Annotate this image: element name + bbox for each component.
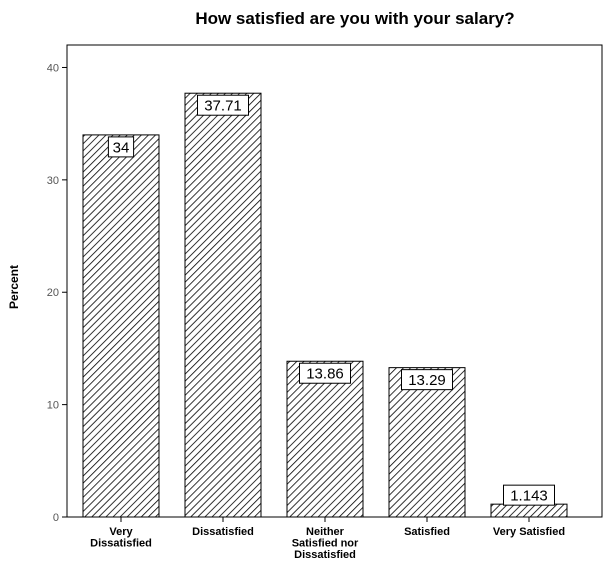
data-label: 34 <box>113 139 130 156</box>
bars-group: 34 37.71 13.86 13.29 1.143 <box>82 92 568 518</box>
y-tick-label: 30 <box>47 175 59 187</box>
data-label: 13.86 <box>306 366 344 383</box>
x-tick-label: Neither Satisfied nor Dissatisfied <box>292 526 359 561</box>
bar <box>388 367 466 518</box>
y-axis-label: Percent <box>7 265 21 309</box>
y-tick-label: 40 <box>47 62 59 74</box>
x-tick-label-line: Satisfied nor <box>292 538 359 550</box>
data-label-box <box>401 369 453 391</box>
data-label: 13.29 <box>408 372 446 389</box>
y-tick-label: 10 <box>47 400 59 412</box>
data-label-box <box>503 484 555 506</box>
y-axis: 0 10 20 30 40 <box>47 62 67 524</box>
data-label: 37.71 <box>204 98 242 115</box>
x-tick-label: Satisfied <box>404 526 450 538</box>
y-tick-label: 20 <box>47 287 59 299</box>
bar <box>82 134 160 518</box>
data-label-box <box>107 136 135 158</box>
x-tick-label-line: Very <box>109 526 133 538</box>
x-tick-label: Dissatisfied <box>192 526 254 538</box>
data-label: 1.143 <box>510 488 548 505</box>
data-label-box <box>197 94 249 116</box>
x-tick-label-line: Dissatisfied <box>294 549 356 561</box>
y-tick-label: 0 <box>53 512 59 524</box>
x-tick-label: Very Satisfied <box>493 526 565 538</box>
x-tick-label-line: Dissatisfied <box>90 538 152 550</box>
data-label-box <box>299 362 351 384</box>
chart-title: How satisfied are you with your salary? <box>195 9 514 28</box>
bar <box>286 360 364 518</box>
bar <box>490 503 568 518</box>
x-tick-label: Very Dissatisfied <box>90 526 152 550</box>
x-tick-label-line: Satisfied <box>404 526 450 538</box>
bar <box>184 92 262 518</box>
x-tick-label-line: Neither <box>306 526 345 538</box>
x-tick-label-line: Very Satisfied <box>493 526 565 538</box>
x-tick-label-line: Dissatisfied <box>192 526 254 538</box>
